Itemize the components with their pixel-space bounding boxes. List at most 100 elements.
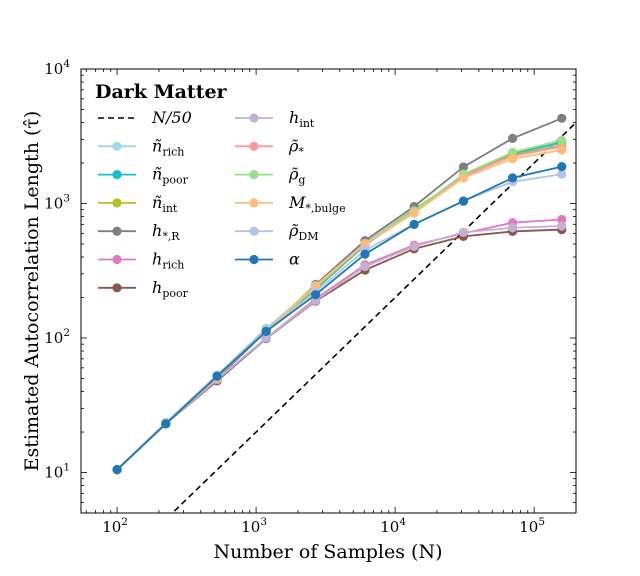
data-point [409, 241, 419, 251]
series-9 [112, 145, 567, 475]
legend-title: Dark Matter [95, 81, 228, 103]
legend-marker [249, 254, 259, 265]
legend-marker [249, 226, 259, 236]
series-10 [112, 169, 567, 475]
series-0 [112, 138, 567, 475]
data-point [557, 162, 567, 172]
legend-label: hint [289, 108, 315, 130]
legend-marker [112, 283, 122, 293]
series-11 [112, 162, 567, 475]
data-point [311, 290, 321, 300]
legend-label: hrich [152, 250, 184, 272]
legend-entry: ñint [98, 193, 178, 215]
legend-label: ñint [152, 193, 178, 215]
data-point [557, 113, 567, 123]
tick-labels: 102 103 104 105 101 102 103 104 [44, 58, 545, 536]
legend-marker [249, 170, 259, 180]
legend-marker [249, 113, 259, 123]
data-point [508, 133, 518, 143]
legend-label: ρ̃g [288, 165, 305, 187]
series-line [116, 173, 562, 471]
legend-marker [249, 141, 259, 151]
legend-entry: ρ̃DM [235, 221, 319, 243]
legend-marker [112, 254, 122, 265]
y-tick-label: 104 [44, 58, 70, 78]
data-point [508, 147, 518, 157]
series-7 [112, 141, 567, 475]
plot-area [112, 113, 576, 513]
legend-label: h*,R [152, 221, 180, 243]
series-line [116, 145, 562, 471]
data-point [458, 162, 469, 172]
data-point [508, 154, 518, 164]
legend-marker [112, 141, 122, 151]
data-point [261, 326, 271, 336]
x-tick-label: 103 [241, 516, 267, 536]
data-point [557, 214, 567, 225]
data-point [212, 371, 222, 381]
data-point [557, 135, 567, 145]
legend-label: N/50 [151, 108, 192, 127]
data-point [311, 281, 321, 291]
legend-entry: ñpoor [98, 165, 189, 187]
data-point [360, 249, 370, 259]
legend-label: hpoor [152, 278, 189, 300]
series-line [116, 225, 562, 471]
legend-label: ρ̃DM [288, 221, 319, 243]
legend-marker [249, 198, 259, 208]
plot-frame [80, 68, 577, 514]
data-point [557, 221, 567, 231]
reference-line [171, 121, 576, 513]
data-point [458, 173, 469, 183]
series-line [116, 149, 562, 471]
data-point [508, 223, 518, 233]
legend-entry: ρ̃* [235, 136, 304, 158]
series-2 [112, 140, 567, 475]
legend-label: ñrich [152, 136, 184, 158]
series-line [116, 218, 562, 471]
legend-entry: α [235, 250, 300, 269]
legend-entry: hpoor [98, 278, 189, 300]
legend-marker [112, 170, 122, 180]
data-point [161, 419, 171, 429]
data-point [557, 169, 567, 179]
data-point [458, 227, 469, 237]
data-point [458, 196, 469, 206]
x-tick-label: 102 [102, 516, 128, 536]
legend-label: ρ̃* [288, 136, 304, 158]
series-line [116, 139, 562, 471]
legend-entry: N/50 [98, 108, 192, 127]
data-point [508, 173, 518, 183]
legend-marker [112, 198, 122, 208]
legend: Dark Matter N/50 ñrich ñpoor ñint h*,R hrich hp… [95, 81, 346, 300]
y-tick-label: 101 [44, 462, 70, 482]
series-line [116, 142, 562, 471]
data-point [409, 219, 419, 229]
data-point [409, 208, 419, 218]
legend-label: α [289, 250, 300, 269]
legend-entry: ñrich [98, 136, 184, 158]
legend-entry: h*,R [98, 221, 180, 243]
data-point [261, 333, 271, 343]
series-line [116, 165, 562, 471]
series-line [116, 144, 562, 471]
series-line [116, 141, 562, 471]
legend-entry: ρ̃g [235, 165, 305, 187]
legend-label: ñpoor [152, 165, 189, 187]
data-point [557, 145, 567, 155]
x-tick-label: 104 [380, 516, 406, 536]
legend-entry: hrich [98, 250, 184, 272]
series-4 [112, 214, 567, 475]
y-axis-label: Estimated Autocorrelation Length (τ̂) [21, 111, 43, 472]
legend-marker [112, 226, 122, 236]
legend-entry: M*,bulge [235, 193, 346, 215]
data-point [360, 261, 370, 272]
y-tick-label: 102 [44, 327, 70, 347]
legend-label: M*,bulge [288, 193, 346, 215]
data-point [112, 465, 122, 475]
x-tick-label: 105 [519, 516, 545, 536]
legend-entry: hint [235, 108, 315, 130]
axis-ticks [81, 68, 577, 514]
